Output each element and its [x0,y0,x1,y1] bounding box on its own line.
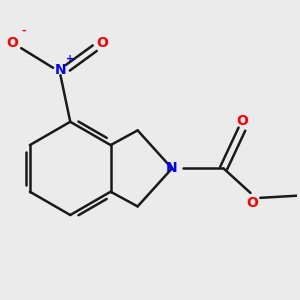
Text: O: O [236,114,248,128]
Text: -: - [21,26,26,36]
Text: N: N [166,161,178,176]
Text: N: N [55,63,66,77]
Text: +: + [66,54,74,64]
Text: O: O [246,196,258,210]
Text: O: O [7,36,19,50]
Text: O: O [96,36,108,50]
